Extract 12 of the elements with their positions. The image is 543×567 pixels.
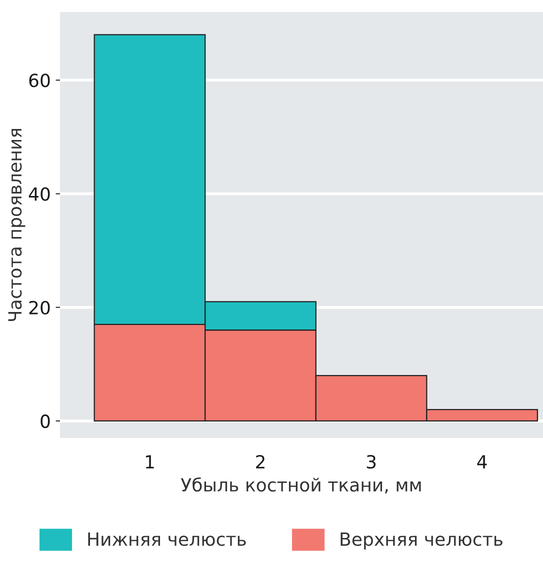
y-tick-label: 20 (29, 300, 50, 314)
y-axis-title: Частота проявления (8, 128, 26, 322)
y-tick-label: 0 (40, 414, 50, 428)
x-axis-title: Убыль костной ткани, мм (180, 477, 421, 494)
x-tick-label: 4 (477, 455, 487, 468)
y-tick-label: 60 (29, 74, 50, 88)
x-tick-label: 3 (366, 454, 376, 469)
legend-label: Нижняя челюсть (88, 532, 246, 546)
x-tick-label: 2 (256, 454, 264, 468)
x-tick-label: 1 (146, 455, 154, 468)
legend-label: Верхняя челюсть (340, 532, 502, 550)
y-tick-label: 40 (28, 187, 50, 201)
